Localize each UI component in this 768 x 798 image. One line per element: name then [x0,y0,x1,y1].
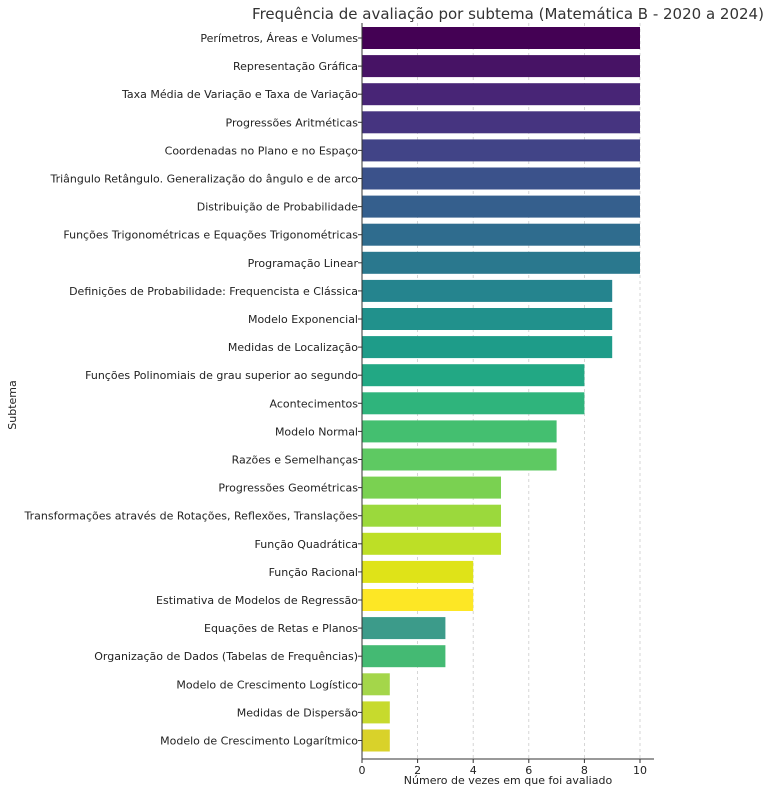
category-label: Distribuição de Probabilidade [197,201,358,214]
category-label: Modelo Exponencial [248,313,358,326]
category-label: Transformações através de Rotações, Refl… [24,510,359,523]
x-axis-label: Número de vezes em que foi avaliado [404,774,613,787]
bar [362,476,501,499]
x-axis-ticks: 0 2 4 6 8 10 [359,759,647,777]
bar [362,532,501,555]
bar [362,55,640,78]
x-tick-label: 6 [525,764,532,777]
bar [362,560,474,583]
bar [362,364,585,387]
category-label: Modelo Normal [275,425,358,438]
category-label: Taxa Média de Variação e Taxa de Variaçã… [121,88,358,101]
category-label: Modelo de Crescimento Logístico [176,678,358,691]
category-label: Definições de Probabilidade: Frequencist… [69,285,358,298]
bar [362,645,446,668]
category-label: Estimativa de Modelos de Regressão [156,594,358,607]
bar [362,195,640,218]
category-label: Função Quadrática [255,538,358,551]
category-label: Progressões Aritméticas [226,116,359,129]
bar [362,701,390,724]
category-label: Triângulo Retângulo. Generalização do ân… [49,173,358,186]
category-label: Funções Trigonométricas e Equações Trigo… [63,229,358,242]
category-label: Funções Polinomiais de grau superior ao … [85,369,358,382]
category-label: Programação Linear [248,257,359,270]
bar [362,111,640,134]
bar [362,167,640,190]
bar [362,279,613,302]
x-tick-label: 10 [633,764,647,777]
x-tick-label: 4 [470,764,477,777]
category-label: Perímetros, Áreas e Volumes [200,32,358,45]
bar [362,223,640,246]
category-label: Função Racional [269,566,358,579]
bar [362,83,640,106]
category-label: Acontecimentos [270,397,359,410]
bar [362,139,640,162]
bar [362,27,640,49]
bar [362,673,390,696]
bar [362,504,501,527]
category-label: Representação Gráfica [233,60,358,73]
category-label: Medidas de Localização [228,341,358,354]
category-label: Razões e Semelhanças [232,454,359,467]
bar [362,617,446,640]
grid-lines [417,23,641,759]
bar [362,392,585,415]
bar [362,420,557,443]
category-label: Equações de Retas e Planos [204,622,358,635]
bar [362,589,474,611]
bar [362,336,613,359]
bars [362,27,640,752]
category-label: Medidas de Dispersão [237,706,358,719]
x-tick-label: 8 [581,764,588,777]
category-label: Progressões Geométricas [218,482,358,495]
chart-title: Frequência de avaliação por subtema (Mat… [252,5,764,23]
bar [362,448,557,471]
bar [362,251,640,274]
x-tick-label: 0 [359,764,366,777]
bar [362,729,390,752]
category-label: Coordenadas no Plano e no Espaço [165,144,359,157]
category-label: Modelo de Crescimento Logarítmico [160,735,358,748]
bar [362,308,613,330]
y-axis-label: Subtema [6,380,19,429]
x-tick-label: 2 [414,764,421,777]
category-labels: Perímetros, Áreas e Volumes Representação… [24,32,362,748]
category-label: Organização de Dados (Tabelas de Frequên… [94,650,358,663]
